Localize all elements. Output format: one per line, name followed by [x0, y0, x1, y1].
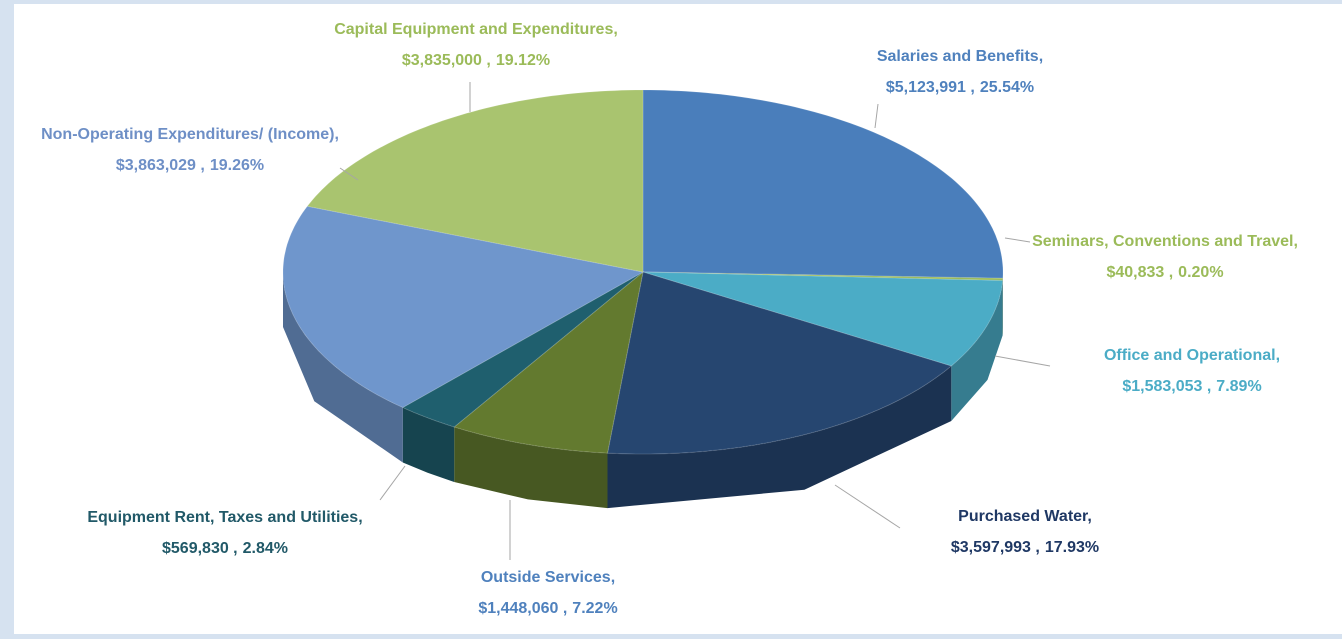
category-label: Capital Equipment and Expenditures, — [334, 21, 618, 38]
value-amount: $1,583,053 , — [1122, 378, 1211, 395]
category-label: Salaries and Benefits, — [877, 48, 1043, 65]
value-label: $1,583,053 , 7.89% — [1122, 378, 1261, 395]
value-label: $5,123,991 , 25.54% — [886, 79, 1034, 96]
value-percent: 7.22% — [572, 600, 617, 617]
value-percent: 25.54% — [980, 79, 1034, 96]
value-percent: 7.89% — [1216, 378, 1261, 395]
value-label: $569,830 , 2.84% — [162, 540, 288, 557]
value-percent: 19.26% — [210, 157, 264, 174]
value-amount: $3,863,029 , — [116, 157, 205, 174]
value-amount: $569,830 , — [162, 540, 238, 557]
value-percent: 17.93% — [1045, 539, 1099, 556]
value-amount: $3,597,993 , — [951, 539, 1040, 556]
category-label: Office and Operational, — [1104, 347, 1280, 364]
value-amount: $1,448,060 , — [478, 600, 567, 617]
value-percent: 0.20% — [1178, 264, 1223, 281]
value-label: $3,597,993 , 17.93% — [951, 539, 1099, 556]
value-label: $40,833 , 0.20% — [1106, 264, 1223, 281]
category-label: Purchased Water, — [958, 508, 1092, 525]
category-label: Outside Services, — [481, 569, 615, 586]
value-amount: $5,123,991 , — [886, 79, 975, 96]
category-label: Non-Operating Expenditures/ (Income), — [41, 126, 339, 143]
value-percent: 2.84% — [243, 540, 288, 557]
value-label: $3,863,029 , 19.26% — [116, 157, 264, 174]
value-amount: $40,833 , — [1106, 264, 1173, 281]
value-percent: 19.12% — [496, 52, 550, 69]
category-label: Seminars, Conventions and Travel, — [1032, 233, 1298, 250]
value-label: $1,448,060 , 7.22% — [478, 600, 617, 617]
value-amount: $3,835,000 , — [402, 52, 491, 69]
value-label: $3,835,000 , 19.12% — [402, 52, 550, 69]
category-label: Equipment Rent, Taxes and Utilities, — [87, 509, 362, 526]
